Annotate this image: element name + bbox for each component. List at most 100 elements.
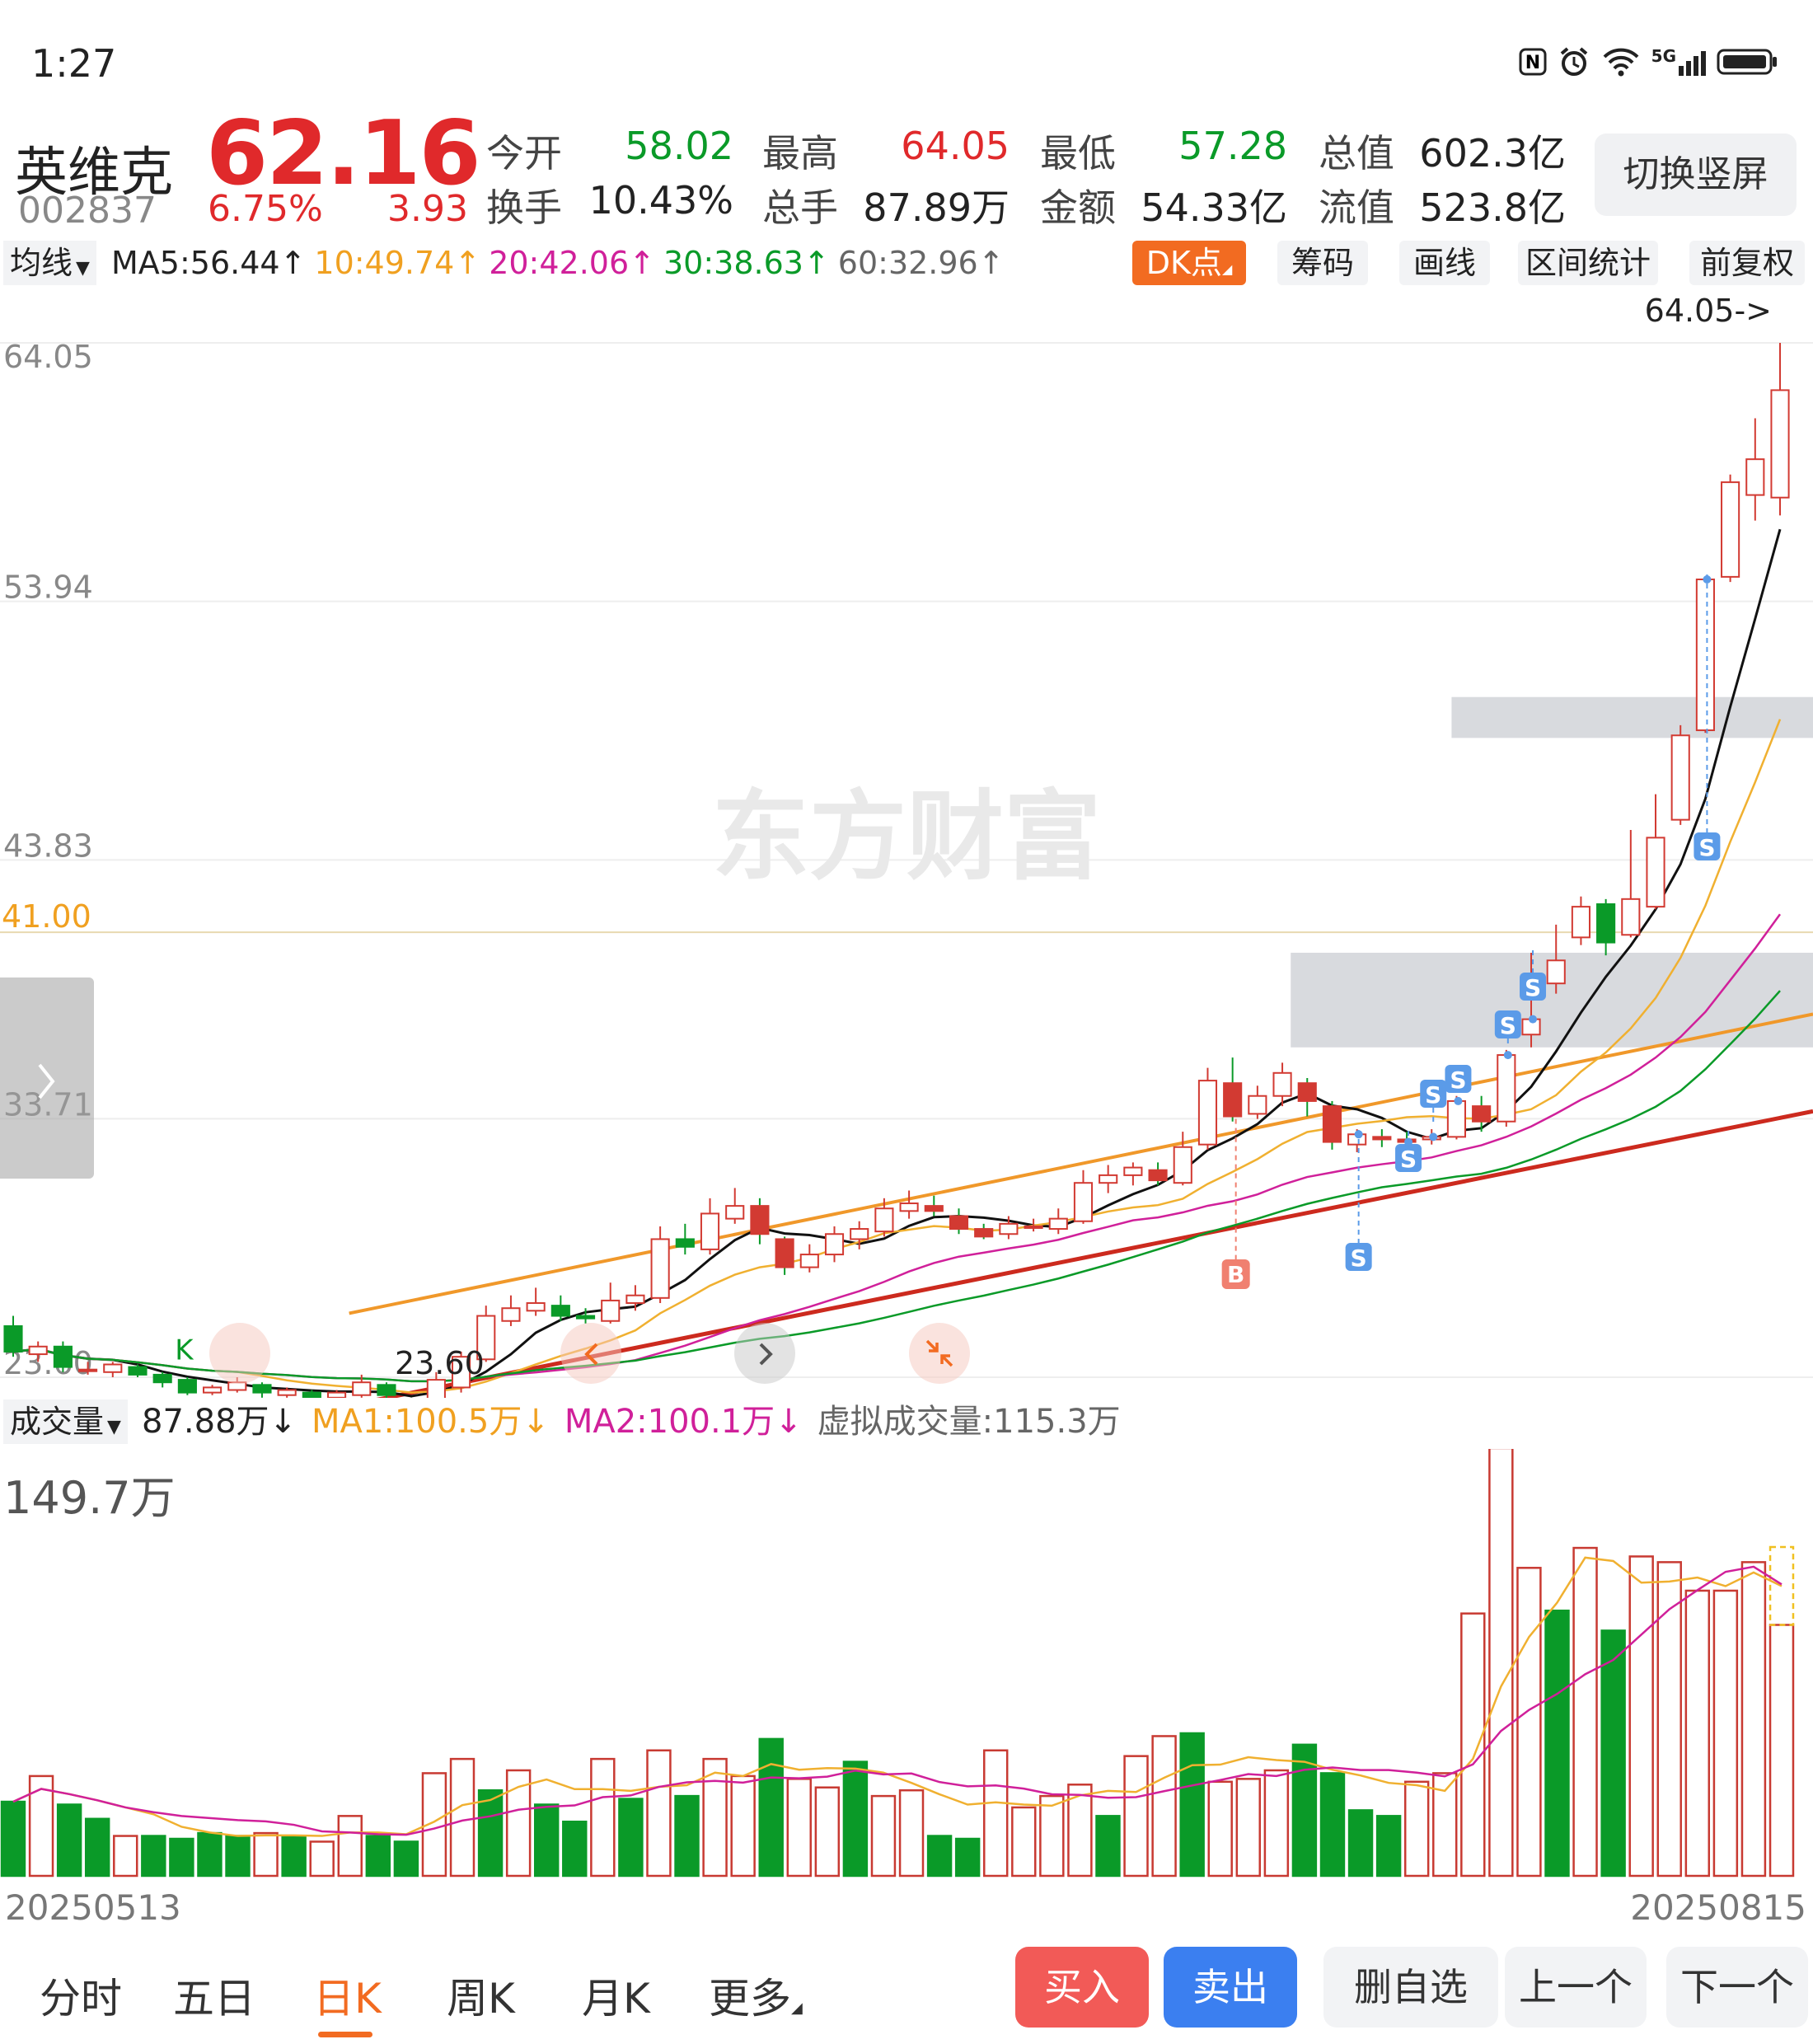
candle — [1173, 1146, 1192, 1184]
signal-dot — [1354, 1130, 1363, 1139]
volume-bar — [1628, 1555, 1654, 1878]
remove-watchlist-button[interactable]: 删自选 — [1323, 1947, 1498, 2028]
candle — [326, 1391, 347, 1398]
stock-change-pct: 6.75% — [208, 188, 323, 230]
max-price-marker: 64.05-> — [1645, 293, 1772, 329]
nfc-icon: N — [1519, 48, 1547, 76]
volume-values: 87.88万↓ MA1:100.5万↓ MA2:100.1万↓ 虚拟成交量:115.3… — [142, 1399, 1136, 1444]
candle — [750, 1205, 770, 1235]
collapse-button[interactable] — [909, 1323, 970, 1384]
volume-selector[interactable]: 成交量 ▼ — [3, 1399, 128, 1444]
candle — [575, 1315, 596, 1320]
tab-more[interactable]: 更多◢ — [709, 1966, 803, 2025]
candle — [1497, 1054, 1516, 1123]
volume-bar — [1600, 1629, 1626, 1878]
min-price-marker: 23.60 — [395, 1345, 485, 1381]
candle — [1297, 1082, 1317, 1102]
status-icons: N 5G — [1518, 43, 1780, 81]
volume-bar — [1460, 1612, 1486, 1878]
candle — [1048, 1217, 1068, 1231]
candle — [1770, 389, 1790, 499]
candle — [650, 1238, 670, 1299]
sell-button[interactable]: 卖出 — [1164, 1947, 1297, 2028]
sell-signal-label: S — [1525, 974, 1541, 1001]
previous-stock-button[interactable]: 上一个 — [1505, 1947, 1647, 2028]
candle — [1446, 1099, 1467, 1138]
buy-button[interactable]: 买入 — [1015, 1947, 1149, 2028]
volume-bar — [926, 1835, 953, 1878]
volume-bar — [1516, 1567, 1542, 1878]
chevron-right-icon — [759, 1343, 773, 1366]
quote-value: 10.43% — [588, 178, 733, 223]
dk-point-button[interactable]: DK点◢ — [1132, 241, 1246, 285]
status-time: 1:27 — [31, 41, 117, 86]
volume-bar — [1712, 1589, 1739, 1878]
volume-bar — [141, 1835, 166, 1878]
volume-bar — [1291, 1743, 1318, 1878]
candle — [352, 1381, 372, 1396]
buy-signal-marker — [1221, 1259, 1250, 1289]
sell-signal-marker — [1420, 1080, 1447, 1108]
forward-adjust-button[interactable]: 前复权 — [1689, 241, 1805, 285]
active-tab-indicator — [318, 2032, 372, 2037]
candle — [1472, 1105, 1492, 1123]
volume-chart[interactable]: 149.7万 — [0, 1449, 1813, 1879]
tab-daily-k-label: 日K — [313, 1975, 382, 2023]
candle — [725, 1205, 745, 1220]
candle — [1721, 481, 1740, 578]
signal-dot — [1529, 1015, 1538, 1024]
chips-button[interactable]: 筹码 — [1277, 241, 1368, 285]
next-stock-button[interactable]: 下一个 — [1666, 1947, 1808, 2028]
ma-value: 30:38.63↑ — [663, 245, 830, 281]
stock-code: 002837 — [18, 190, 157, 232]
expand-panel-button[interactable] — [0, 977, 94, 1179]
sell-signal-marker — [1694, 832, 1721, 860]
volume-bar — [1151, 1735, 1177, 1878]
volume-bar — [1263, 1769, 1290, 1878]
scroll-right-button[interactable] — [734, 1323, 795, 1384]
switch-portrait-button[interactable]: 切换竖屏 — [1595, 134, 1797, 216]
volume-ma5-line — [12, 1556, 1783, 1837]
corner-icon: ◢ — [791, 1999, 803, 2017]
volume-bar — [1488, 1449, 1514, 1878]
tab-monthly-k[interactable]: 月K — [582, 1975, 650, 2023]
volume-bar — [56, 1803, 82, 1878]
tab-intraday[interactable]: 分时 — [40, 1975, 122, 2023]
tab-five-day[interactable]: 五日 — [173, 1975, 255, 2023]
range-stats-button[interactable]: 区间统计 — [1518, 241, 1658, 285]
volume-bar — [113, 1835, 138, 1878]
quote-label: 金额 — [1040, 185, 1116, 230]
ma-value: 20:42.06↑ — [489, 245, 655, 281]
tab-weekly-k[interactable]: 周K — [447, 1975, 515, 2023]
sell-signal-label: S — [1351, 1245, 1367, 1272]
tab-daily-k[interactable]: 日K — [313, 1966, 382, 2037]
candle — [78, 1368, 98, 1372]
ma30-line — [12, 990, 1781, 1383]
signal-dot — [1454, 1096, 1463, 1105]
corner-icon: ◢ — [1221, 261, 1233, 277]
volume-bar — [814, 1786, 841, 1878]
candle — [501, 1307, 521, 1322]
candle — [203, 1386, 223, 1394]
volume-bar — [309, 1840, 335, 1878]
draw-line-button[interactable]: 画线 — [1399, 241, 1490, 285]
quote-label: 流值 — [1319, 185, 1394, 230]
dk-point-label: DK点 — [1145, 245, 1222, 281]
quote-label: 总值 — [1319, 131, 1394, 176]
volume-bar — [393, 1840, 419, 1878]
quote-value: 64.05 — [901, 124, 1010, 168]
date-end: 20250815 — [1630, 1887, 1806, 1928]
volume-bar — [983, 1749, 1009, 1878]
zoom-button[interactable] — [209, 1323, 270, 1384]
signal-dot — [1503, 1051, 1512, 1060]
volume-bar — [562, 1821, 588, 1878]
candle — [601, 1299, 621, 1322]
sell-signal-marker — [1520, 973, 1547, 1001]
wifi-icon — [1603, 48, 1639, 77]
dropdown-icon: ▼ — [107, 1417, 121, 1437]
indicator-selector[interactable]: 均线 ▼ — [3, 241, 96, 285]
price-axis-label: 53.94 — [3, 570, 93, 606]
candle — [874, 1207, 894, 1233]
scroll-left-button[interactable] — [560, 1323, 621, 1384]
